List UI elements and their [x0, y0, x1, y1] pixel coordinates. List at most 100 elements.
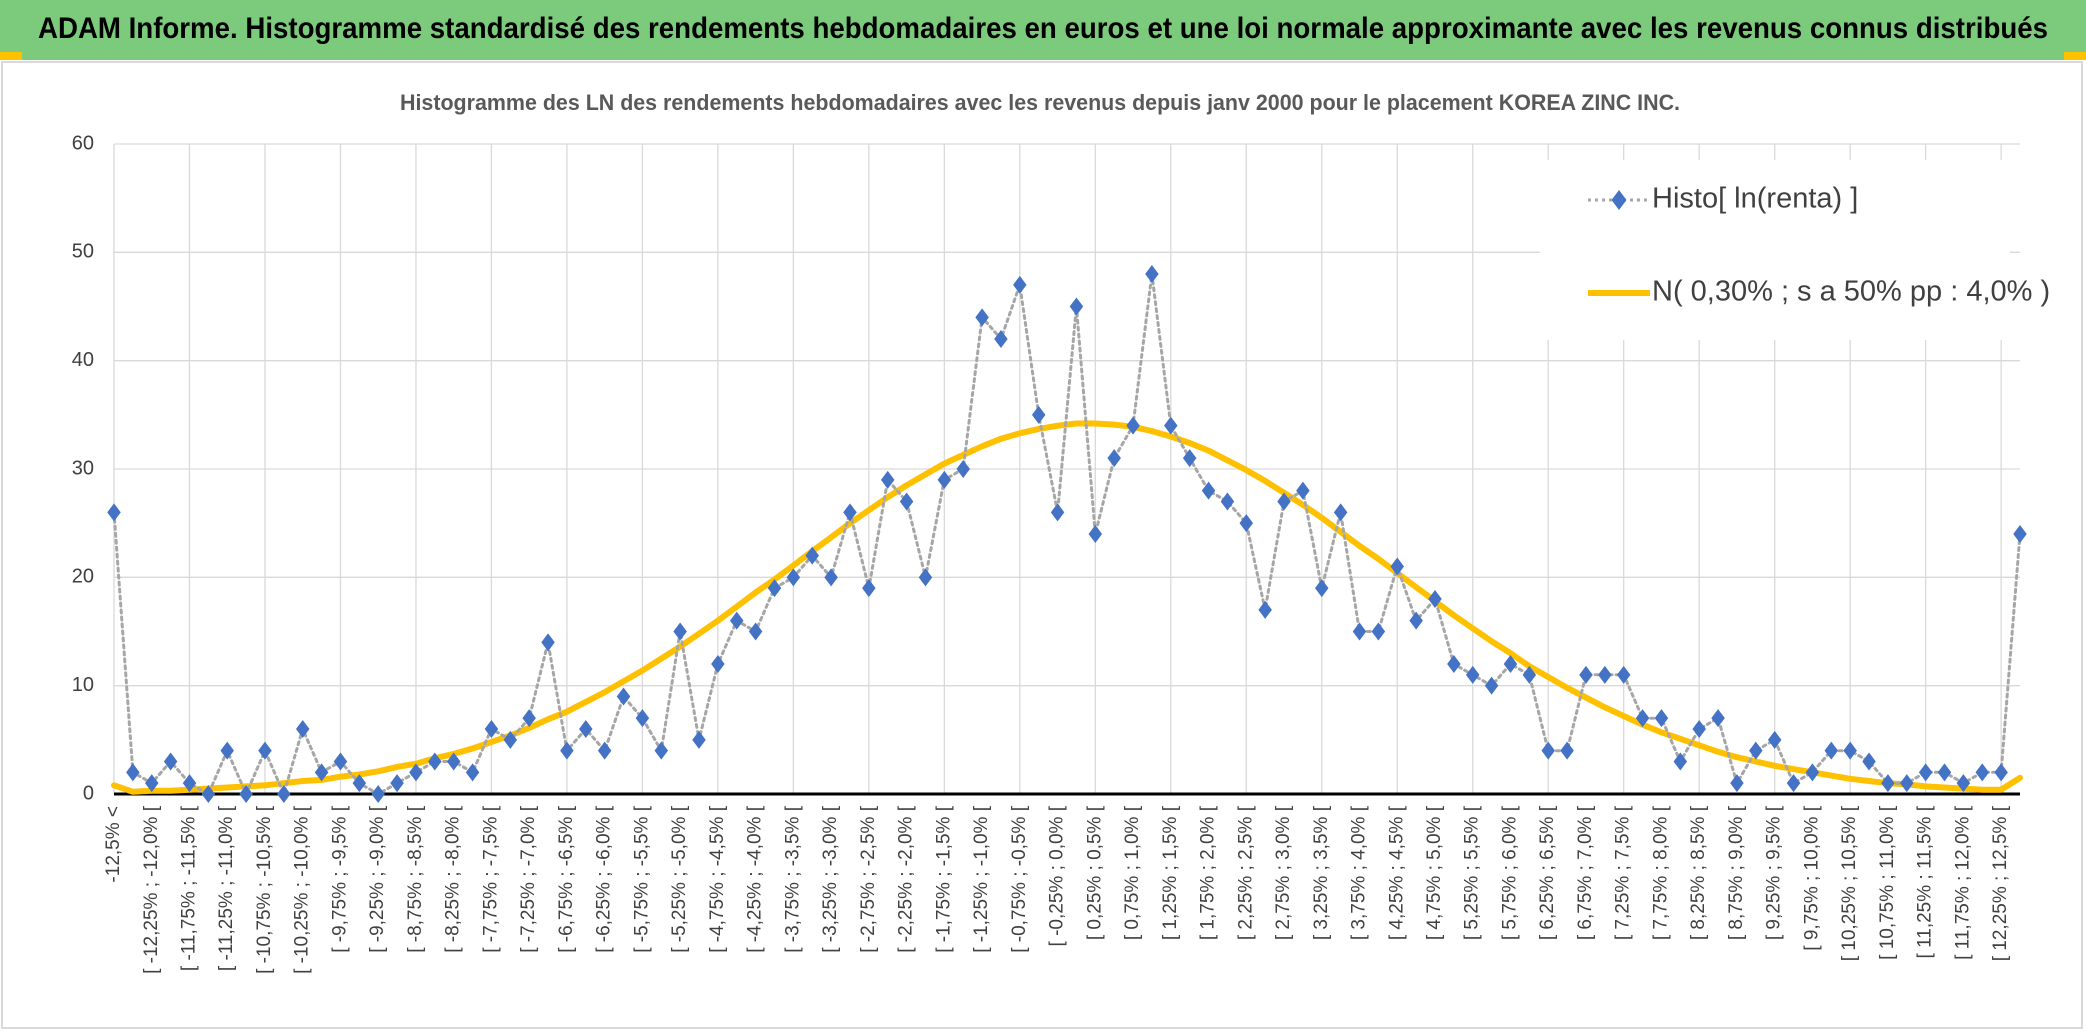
marker: [258, 741, 272, 760]
marker: [1050, 503, 1065, 522]
x-tick-label: [ -8,75% ; -8,5% [: [405, 805, 426, 953]
x-tick-label: [ 8,25% ; 8,5% [: [1688, 805, 1709, 940]
x-tick-label: [ 6,75% ; 7,0% [: [1575, 805, 1596, 940]
y-tick-label: 60: [72, 132, 94, 154]
x-tick-label: [ -4,75% ; -4,5% [: [707, 805, 728, 953]
marker: [1484, 676, 1499, 695]
marker: [994, 330, 1008, 348]
marker: [975, 308, 989, 327]
header-corner: [0, 52, 22, 60]
marker: [1654, 709, 1669, 728]
marker: [1447, 655, 1461, 673]
marker: [352, 774, 367, 793]
marker: [1390, 557, 1404, 576]
marker: [541, 633, 555, 652]
marker: [503, 730, 518, 749]
marker: [2013, 525, 2027, 543]
x-tick-label: [ -3,75% ; -3,5% [: [782, 805, 803, 953]
marker: [824, 568, 838, 587]
x-tick-label: [ 7,75% ; 8,0% [: [1650, 805, 1671, 940]
marker: [1031, 405, 1046, 424]
marker: [899, 492, 914, 511]
x-tick-label: [ 2,75% ; 3,0% [: [1273, 805, 1294, 940]
marker: [1786, 774, 1801, 793]
marker: [220, 741, 234, 760]
marker: [371, 785, 385, 803]
marker: [446, 752, 461, 771]
x-tick-label: [ -8,25% ; -8,0% [: [443, 805, 464, 953]
chart-title: Histogramme des LN des rendements hebdom…: [400, 90, 1680, 115]
x-tick-label: [ -10,25% ; -10,0% [: [292, 805, 313, 974]
x-tick-label: [ -0,75% ; -0,5% [: [1009, 805, 1030, 953]
marker: [182, 774, 197, 793]
marker: [1145, 265, 1159, 283]
marker: [1843, 741, 1857, 760]
x-tick-label: [ 2,25% ; 2,5% [: [1235, 805, 1256, 940]
x-tick-label: [ -1,25% ; -1,0% [: [971, 805, 992, 953]
marker: [1465, 665, 1480, 684]
x-tick-label: [ 11,75% ; 12,0% [: [1952, 805, 1973, 960]
x-tick-label: [ 3,25% ; 3,5% [: [1311, 805, 1332, 940]
x-tick-label: [ 3,75% ; 4,0% [: [1349, 805, 1370, 940]
marker: [805, 546, 819, 565]
x-tick-label: [ -2,25% ; -2,0% [: [896, 805, 917, 953]
y-tick-label: 40: [72, 349, 94, 371]
x-tick-label: [ -6,25% ; -6,0% [: [594, 805, 615, 953]
marker: [843, 503, 857, 522]
header-corner: [2064, 52, 2086, 60]
marker: [1711, 709, 1725, 728]
marker: [767, 579, 782, 598]
marker: [1258, 600, 1272, 619]
marker: [126, 763, 140, 782]
marker: [239, 785, 253, 803]
marker: [1541, 741, 1555, 760]
marker: [144, 774, 159, 793]
marker: [1598, 665, 1612, 684]
y-tick-label: 10: [72, 674, 94, 696]
marker: [1333, 503, 1348, 522]
marker: [522, 709, 536, 728]
marker: [107, 503, 121, 522]
x-tick-label: [ -0,25% ; 0,0% [: [1047, 805, 1068, 946]
x-tick-label: [ 4,25% ; 4,5% [: [1386, 805, 1407, 940]
x-tick-label: [ 11,25% ; 11,5% [: [1915, 805, 1936, 958]
marker: [484, 720, 499, 738]
marker: [635, 709, 650, 728]
marker: [1749, 741, 1763, 760]
x-tick-label: [ 1,75% ; 2,0% [: [1198, 805, 1219, 940]
header-title: ADAM Informe. Histogramme standardisé de…: [38, 12, 2048, 45]
x-tick-label: [ 10,25% ; 10,5% [: [1839, 805, 1860, 961]
x-tick-label: [ 1,25% ; 1,5% [: [1160, 805, 1181, 940]
marker: [1428, 590, 1442, 608]
marker: [1201, 481, 1216, 500]
x-tick-label: [ -5,75% ; -5,5% [: [631, 805, 652, 953]
marker: [560, 741, 574, 760]
marker: [711, 655, 725, 673]
marker: [1692, 720, 1706, 738]
x-tick-label: [ 12,25% ; 12,5% [: [1990, 805, 2011, 961]
marker: [1767, 730, 1782, 749]
legend-marker: [1611, 190, 1627, 210]
marker: [1503, 655, 1518, 673]
marker: [730, 611, 744, 630]
marker: [1069, 297, 1084, 316]
x-tick-label: [ -11,25% ; -11,0% [: [216, 805, 237, 971]
marker: [314, 763, 329, 782]
x-tick-label: [ -9,75% ; -9,5% [: [329, 805, 350, 953]
x-tick-label: [ 0,25% ; 0,5% [: [1084, 805, 1105, 940]
marker: [880, 470, 895, 489]
marker: [1635, 709, 1650, 728]
x-tick-label: [ 6,25% ; 6,5% [: [1537, 805, 1558, 940]
marker: [201, 785, 216, 803]
marker: [1182, 449, 1197, 468]
marker: [1616, 665, 1631, 684]
marker: [1994, 763, 2008, 782]
header-bar: [0, 0, 2086, 60]
marker: [1126, 416, 1140, 435]
x-tick-label: [ 7,25% ; 7,5% [: [1613, 805, 1634, 940]
marker: [1352, 622, 1367, 641]
x-tick-label: [ -3,25% ; -3,0% [: [820, 805, 841, 953]
marker: [1673, 752, 1688, 771]
marker: [277, 785, 291, 803]
